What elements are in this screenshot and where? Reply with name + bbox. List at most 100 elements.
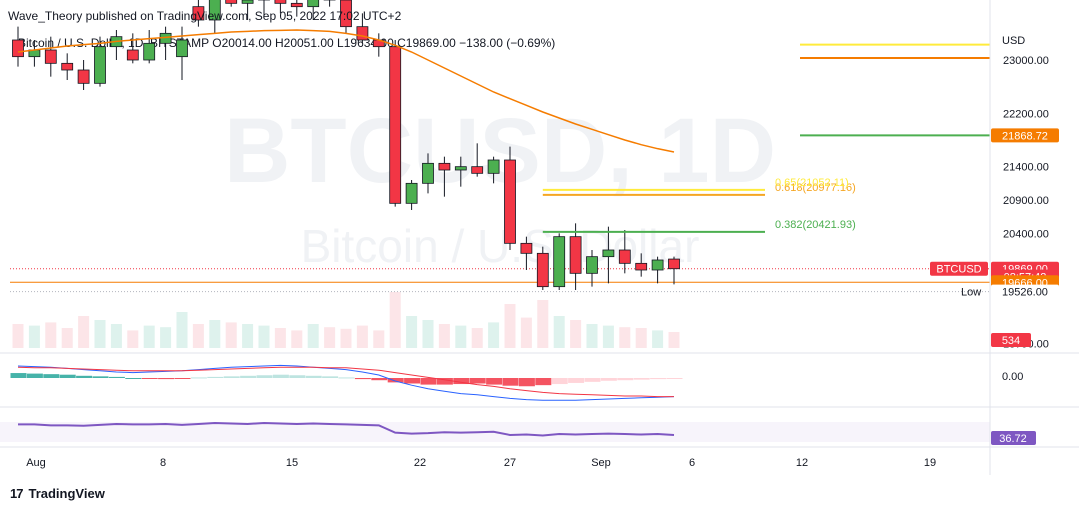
volume-bar (160, 327, 172, 348)
candle (356, 26, 369, 41)
fib-level-label: 0.65(21052.11) (775, 177, 849, 189)
candle (602, 249, 615, 258)
candles: Bitcoin / U.S. Dollar, 1D, BITSTAMP O200… (10, 0, 990, 293)
macd-histogram-bar (666, 378, 683, 379)
volume-tag-box (991, 333, 1031, 347)
fib-level-label: 0.618(20977.16) (775, 182, 856, 194)
volume-bar (471, 328, 483, 348)
macd-histogram-bar (617, 378, 634, 381)
candle (94, 46, 106, 84)
fibonacci-levels: 0.382(20421.93) 0.618(20977.16)0.65(21052… (542, 43, 990, 233)
volume-pane (12, 292, 680, 348)
macd-histogram-bar (223, 376, 240, 378)
candle (241, 0, 254, 4)
candle (12, 39, 24, 58)
price-label: 21868.72 (991, 128, 1059, 143)
time-axis[interactable]: Aug 8 15 22 27 Sep 6 12 19 (26, 457, 936, 469)
macd-histogram-bar (108, 376, 125, 378)
candle (668, 258, 680, 270)
macd-histogram-bar (338, 377, 355, 379)
price-label-text: 19526.00 (1002, 287, 1048, 299)
macd-histogram-bar (371, 378, 388, 381)
macd-histogram-bar (141, 378, 158, 379)
volume-bar (520, 317, 532, 348)
candle (422, 162, 434, 184)
volume-bar (307, 324, 319, 348)
macd-histogram-bar (502, 378, 519, 386)
price-tick: 20400.00 (1003, 228, 1049, 240)
volume-bar (553, 316, 565, 348)
macd-histogram-bar (322, 376, 339, 378)
brand-name: TradingView (28, 486, 105, 501)
volume-bar (504, 304, 516, 348)
signal-line (17, 366, 674, 398)
candle (651, 259, 664, 271)
macd-line (17, 364, 675, 401)
tradingview-brand[interactable]: 17 TradingView (10, 486, 105, 501)
fib-level-label: 0.382(20421.93) (775, 219, 856, 231)
candle (504, 159, 516, 244)
volume-bar (28, 325, 40, 348)
candle (405, 182, 418, 204)
macd-histogram-bar (272, 374, 289, 378)
macd-histogram-bar (207, 376, 224, 378)
macd-histogram-bar (76, 375, 93, 378)
volume-bar (602, 325, 614, 348)
candle (569, 236, 582, 274)
volume-bar (668, 332, 680, 348)
time-tick: 12 (796, 457, 808, 469)
time-tick: 15 (286, 457, 298, 469)
volume-bar (192, 324, 204, 348)
low-label: Low (961, 287, 981, 299)
macd-histogram-bar (305, 375, 322, 378)
volume-bar (438, 324, 450, 348)
macd-histogram-bar (436, 378, 453, 385)
volume-bar (652, 330, 664, 348)
time-tick: 8 (160, 457, 166, 469)
volume-bar (61, 328, 73, 348)
volume-bar (127, 330, 139, 348)
volume-bar (291, 330, 303, 348)
candle (635, 262, 648, 271)
ma-line (17, 29, 675, 153)
volume-bar (94, 320, 106, 348)
candle (520, 242, 533, 254)
volume-bar (242, 324, 254, 348)
macd-histogram-bar (584, 378, 601, 382)
price-label: 19526.00 (991, 284, 1059, 299)
macd-histogram-bar (289, 375, 306, 378)
candle (290, 2, 303, 8)
watermark-name: Bitcoin / U.S. Dollar (301, 220, 700, 272)
price-label-text: 21868.72 (1002, 130, 1048, 142)
price-label-box (991, 128, 1059, 143)
price-tick: 21400.00 (1003, 162, 1049, 174)
volume-bar (635, 328, 647, 348)
macd-histogram-bar (535, 378, 552, 386)
volume-bar (340, 328, 352, 348)
macd-histogram-bar (633, 378, 650, 380)
rsi-line (18, 422, 675, 437)
macd-histogram-bar (404, 378, 421, 384)
macd-histogram-bar (240, 375, 257, 378)
price-tick: 20900.00 (1003, 195, 1049, 207)
macd-histogram-bar (125, 378, 142, 379)
symbol-tag: BTCUSD (936, 264, 981, 276)
time-tick: Aug (26, 457, 46, 469)
rsi-pane: 36.72 (0, 422, 1036, 445)
candle (618, 249, 631, 264)
time-tick: Sep (591, 457, 611, 469)
macd-histogram-bar (453, 378, 470, 385)
macd-histogram-bar (92, 376, 109, 378)
volume-bar (176, 312, 188, 348)
volume-bar (12, 324, 24, 348)
volume-bar (45, 322, 57, 348)
macd-histogram-bar (650, 378, 667, 380)
price-axis[interactable]: USD 23000.00 22200.00 21400.00 20900.00 20400… (930, 35, 1059, 350)
macd-pane: 0.00 (10, 364, 1023, 401)
currency-label: USD (1002, 35, 1025, 47)
volume-bar (225, 322, 237, 348)
macd-histogram-bar (256, 375, 273, 378)
candle (307, 0, 320, 8)
volume-bar (324, 327, 336, 348)
